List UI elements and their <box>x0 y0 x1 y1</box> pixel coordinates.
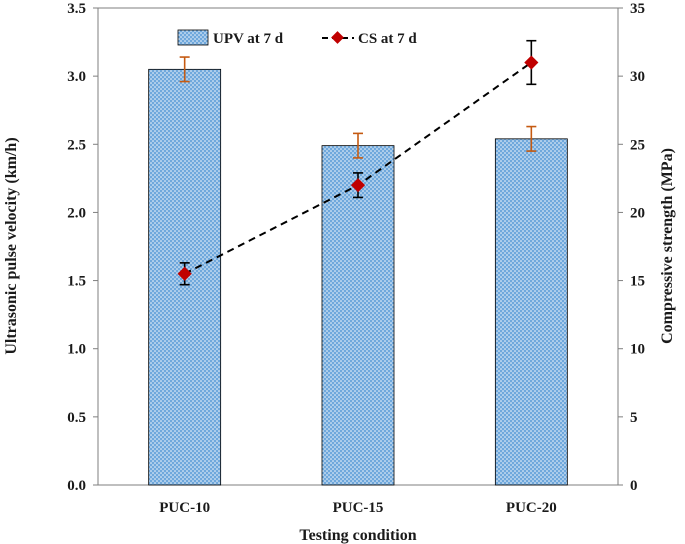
y-axis-right-title: Compressive strength (MPa) <box>659 148 676 344</box>
y-tick-label: 0.0 <box>67 478 86 494</box>
legend: UPV at 7 d CS at 7 d <box>177 29 417 47</box>
y-tick-label: 1.0 <box>67 342 86 358</box>
y-tick-label: 0.5 <box>67 410 86 426</box>
y-right-tick-label: 25 <box>630 137 645 153</box>
x-tick-label: PUC-15 <box>333 500 384 516</box>
legend-swatch-cs-marker <box>331 31 344 44</box>
cs-point <box>524 55 539 70</box>
y-tick-label: 2.0 <box>67 205 86 221</box>
y-right-tick-label: 0 <box>630 478 638 494</box>
y-tick-label: 1.5 <box>67 274 86 290</box>
x-axis-ticks: PUC-10 PUC-15 PUC-20 <box>159 500 556 516</box>
cs-point <box>350 178 366 193</box>
y-tick-label: 3.5 <box>67 1 86 17</box>
right-axis: 0 5 10 15 20 25 30 35 <box>618 1 645 494</box>
y-right-tick-label: 20 <box>630 205 645 221</box>
line-series <box>177 39 539 286</box>
y-right-tick-label: 15 <box>630 274 645 290</box>
y-right-tick-label: 5 <box>630 410 638 426</box>
y-tick-label: 2.5 <box>67 137 86 153</box>
legend-label-upv: UPV at 7 d <box>213 31 284 47</box>
bar-error-bars <box>179 56 537 159</box>
y-right-tick-label: 30 <box>630 69 645 85</box>
legend-swatch-upv <box>177 29 209 46</box>
y-axis-title: Ultrasonic pulse velocity (km/h) <box>3 137 20 354</box>
bar <box>494 138 568 486</box>
x-tick-label: PUC-10 <box>159 500 210 516</box>
left-axis: 0.0 0.5 1.0 1.5 2.0 2.5 3.0 3.5 <box>67 1 98 494</box>
y-right-tick-label: 35 <box>630 1 645 17</box>
cs-point <box>177 266 192 281</box>
bar <box>321 145 395 486</box>
y-tick-label: 3.0 <box>67 69 86 85</box>
bar-series <box>148 68 568 486</box>
y-right-tick-label: 10 <box>630 342 645 358</box>
legend-label-cs: CS at 7 d <box>358 31 417 47</box>
x-tick-label: PUC-20 <box>506 500 557 516</box>
x-axis-title: Testing condition <box>299 527 416 544</box>
